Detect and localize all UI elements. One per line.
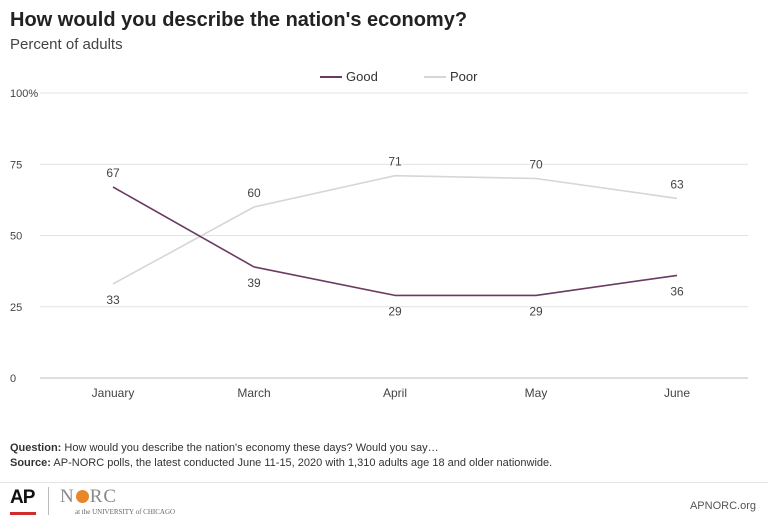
legend-label-good: Good: [346, 69, 378, 84]
y-tick-label: 50: [10, 231, 22, 243]
source-label: Source:: [10, 457, 51, 469]
y-tick-label: 100%: [10, 88, 38, 100]
data-label-good: 29: [388, 304, 402, 318]
legend-label-poor: Poor: [450, 69, 478, 84]
x-tick-label: January: [92, 386, 135, 400]
data-label-poor: 70: [529, 158, 543, 172]
question-note: Question: How would you describe the nat…: [10, 441, 552, 456]
line-chart: 0 25 50 75 100% January March April May June 67 39 2…: [10, 88, 748, 400]
chart-subtitle: Percent of adults: [10, 36, 123, 53]
site-link[interactable]: APNORC.org: [689, 500, 756, 512]
data-label-poor: 63: [670, 177, 684, 191]
ap-logo: AP: [10, 487, 35, 508]
x-tick-label: April: [383, 386, 407, 400]
norc-logo: N RC: [60, 486, 117, 508]
y-tick-label: 75: [10, 159, 22, 171]
norc-subtitle: at the UNIVERSITY of CHICAGO: [75, 508, 176, 516]
data-label-good: 36: [670, 284, 684, 298]
y-tick-label: 0: [10, 373, 16, 385]
question-label: Question:: [10, 442, 62, 454]
ap-logo-bar: [10, 512, 36, 515]
series-line-good: [112, 186, 678, 297]
chart-notes: Question: How would you describe the nat…: [10, 441, 552, 471]
data-label-good: 39: [247, 276, 261, 290]
source-text: AP-NORC polls, the latest conducted June…: [50, 457, 553, 469]
data-label-poor: 71: [388, 155, 402, 169]
x-tick-label: March: [237, 386, 270, 400]
logo-separator: [48, 487, 49, 515]
legend-item-poor: Poor: [424, 69, 477, 84]
y-tick-label: 25: [10, 302, 22, 314]
x-tick-label: May: [525, 386, 548, 400]
norc-n: N: [60, 486, 75, 507]
chart-title: How would you describe the nation's econ…: [10, 9, 468, 31]
legend-swatch-poor: [424, 75, 446, 78]
question-text: How would you describe the nation's econ…: [61, 442, 439, 454]
data-label-good: 67: [106, 166, 120, 180]
x-tick-label: June: [664, 386, 690, 400]
data-label-poor: 60: [247, 186, 261, 200]
data-label-good: 29: [529, 304, 543, 318]
series-line-poor: [112, 174, 678, 285]
legend-swatch-good: [320, 75, 342, 78]
footer-divider: [0, 482, 768, 483]
data-label-poor: 33: [106, 293, 120, 307]
norc-rc: RC: [89, 486, 118, 507]
norc-o-icon: [75, 490, 89, 503]
legend-item-good: Good: [320, 69, 378, 84]
source-note: Source: AP-NORC polls, the latest conduc…: [10, 456, 552, 471]
